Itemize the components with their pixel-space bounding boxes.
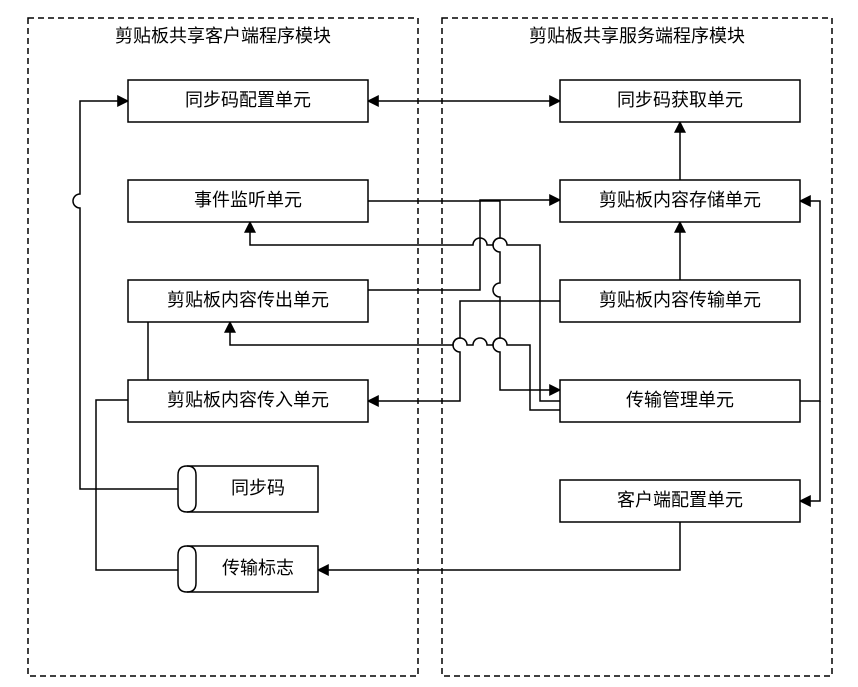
edge-e_R3_L4: [368, 301, 560, 401]
node-label-R5: 客户端配置单元: [617, 490, 743, 510]
node-label-L5: 同步码: [231, 478, 285, 498]
node-label-R2: 剪贴板内容存储单元: [599, 190, 761, 210]
edge-e_R5_L6: [318, 522, 680, 570]
node-label-R1: 同步码获取单元: [617, 90, 743, 110]
node-label-L6: 传输标志: [222, 558, 294, 578]
node-label-L2: 事件监听单元: [194, 190, 302, 210]
node-label-L4: 剪贴板内容传入单元: [167, 390, 329, 410]
edge-e_R5_in: [800, 401, 820, 501]
node-label-L3: 剪贴板内容传出单元: [167, 290, 329, 310]
node-label-L1: 同步码配置单元: [185, 90, 311, 110]
edge-e_L2_R4: [368, 201, 560, 390]
node-label-R4: 传输管理单元: [626, 390, 734, 410]
container-title-right: 剪贴板共享服务端程序模块: [529, 26, 745, 46]
container-title-left: 剪贴板共享客户端程序模块: [115, 26, 331, 46]
edge-e_R4_R2: [800, 201, 820, 401]
node-label-R3: 剪贴板内容传输单元: [599, 290, 761, 310]
diagram-canvas: 剪贴板共享客户端程序模块剪贴板共享服务端程序模块 同步码配置单元事件监听单元剪贴…: [0, 0, 858, 687]
edge-e_L3_L4: [96, 322, 178, 570]
